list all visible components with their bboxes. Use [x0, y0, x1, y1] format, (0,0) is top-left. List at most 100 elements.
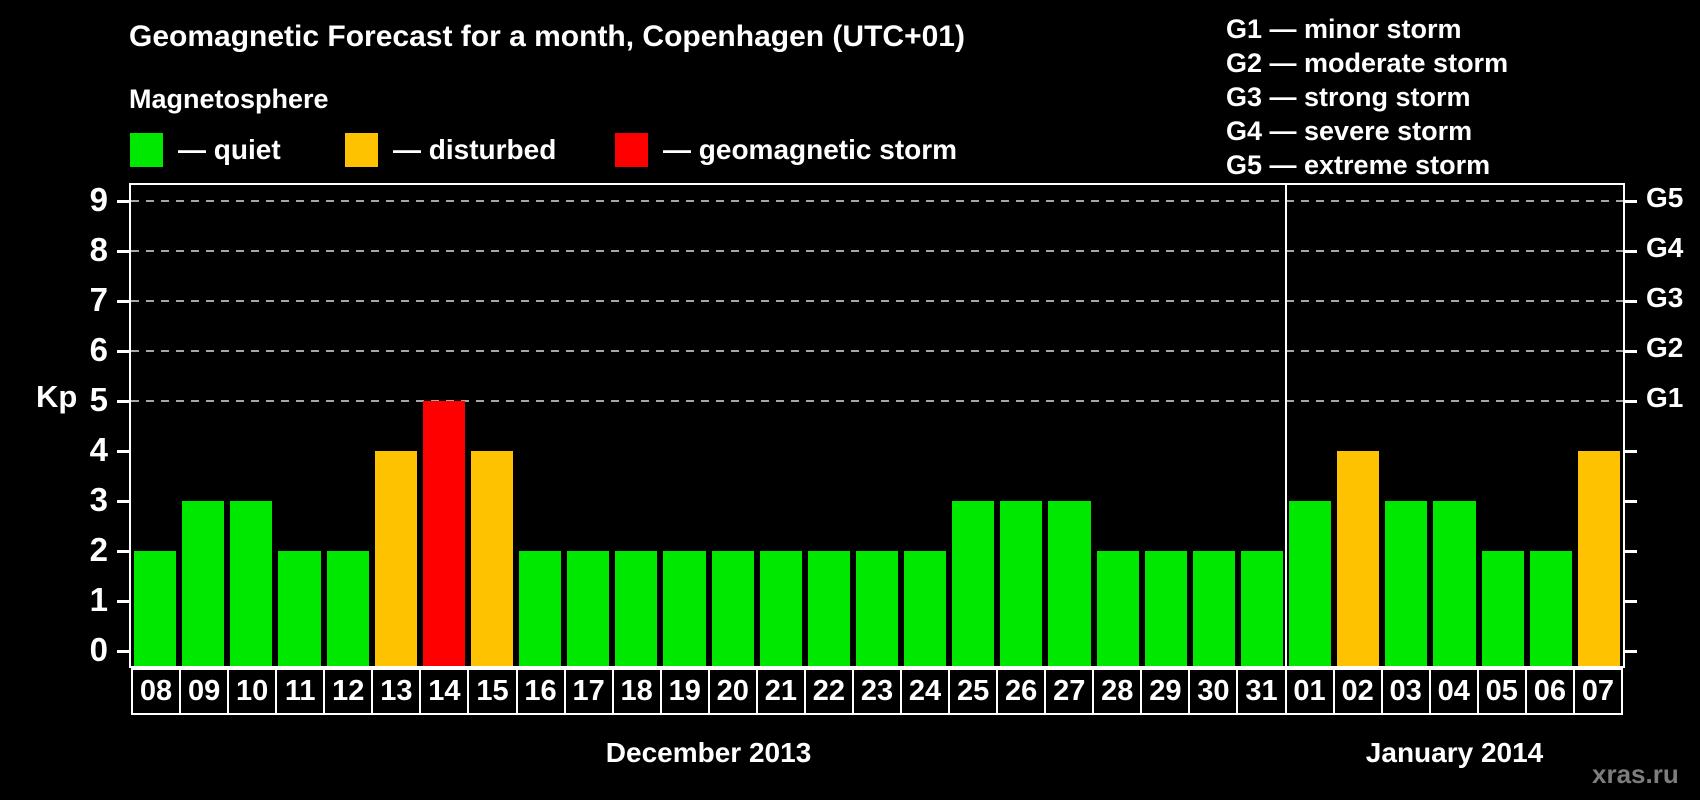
y-axis-tick-label: 4 [89, 431, 108, 468]
right-tick-kp4 [1625, 450, 1637, 453]
bar-day-01 [1289, 501, 1332, 666]
right-tick-kp7 [1625, 300, 1637, 303]
day-label-12: 12 [323, 668, 374, 715]
day-label-20: 20 [707, 668, 758, 715]
bar-day-02 [1337, 451, 1380, 666]
day-label-17: 17 [563, 668, 614, 715]
bar-slot [1286, 185, 1334, 666]
bar-slot [949, 185, 997, 666]
bar-day-20 [711, 551, 754, 666]
day-label-13: 13 [371, 668, 422, 715]
bar-slot [1238, 185, 1286, 666]
right-tick-kp8 [1625, 250, 1637, 253]
day-label-05: 05 [1476, 668, 1527, 715]
y-axis-tick-label: 7 [89, 281, 108, 318]
bars-container [131, 185, 1623, 666]
day-label-02: 02 [1332, 668, 1383, 715]
plot-area [129, 183, 1625, 668]
day-label-03: 03 [1380, 668, 1431, 715]
left-tick-kp0 [117, 650, 129, 653]
chart-title: Geomagnetic Forecast for a month, Copenh… [129, 20, 965, 53]
legend-item-disturbed: — disturbed [345, 133, 556, 167]
y-axis-title: Kp [36, 379, 78, 414]
month-label-january: January 2014 [1365, 737, 1544, 768]
right-tick-kp9 [1625, 200, 1637, 203]
day-label-18: 18 [611, 668, 662, 715]
g-scale-legend-line: G5 — extreme storm [1226, 150, 1491, 180]
gridline-kp5 [131, 400, 1623, 402]
day-label-19: 19 [659, 668, 710, 715]
bar-slot [564, 185, 612, 666]
right-axis-label-g2: G2 [1646, 332, 1684, 363]
bar-slot [1527, 185, 1575, 666]
bar-day-18 [615, 551, 658, 666]
y-axis-tick-label: 6 [89, 331, 108, 368]
day-label-25: 25 [948, 668, 999, 715]
left-tick-kp3 [117, 500, 129, 503]
bar-slot [179, 185, 227, 666]
g-scale-legend-line: G4 — severe storm [1226, 116, 1473, 146]
day-label-31: 31 [1236, 668, 1287, 715]
g-scale-legend: G1 — minor storm G2 — moderate storm G3 — … [1226, 12, 1508, 182]
day-label-10: 10 [227, 668, 278, 715]
y-axis-tick-label: 0 [89, 631, 108, 668]
day-label-06: 06 [1524, 668, 1575, 715]
bar-day-22 [807, 551, 850, 666]
bar-slot [1190, 185, 1238, 666]
g-scale-legend-line: G1 — minor storm [1226, 14, 1462, 44]
right-axis-label-g1: G1 [1646, 382, 1684, 413]
y-axis-tick-label: 3 [89, 481, 108, 518]
bar-day-30 [1192, 551, 1235, 666]
legend-item-quiet: — quiet [130, 133, 281, 167]
bar-slot [1142, 185, 1190, 666]
magnetosphere-label: Magnetosphere [129, 84, 329, 114]
g-scale-legend-line: G2 — moderate storm [1226, 48, 1509, 78]
bar-day-13 [374, 451, 417, 666]
bar-slot [1094, 185, 1142, 666]
legend-label-storm: — geomagnetic storm [663, 134, 958, 165]
bar-slot [709, 185, 757, 666]
left-tick-kp9 [117, 200, 129, 203]
left-tick-kp4 [117, 450, 129, 453]
bar-day-26 [1000, 501, 1043, 666]
legend-label-disturbed: — disturbed [393, 134, 557, 165]
bar-day-21 [759, 551, 802, 666]
left-tick-kp2 [117, 550, 129, 553]
g-scale-legend-line: G3 — strong storm [1226, 82, 1471, 112]
left-tick-kp6 [117, 350, 129, 353]
bar-slot [1479, 185, 1527, 666]
bar-day-05 [1481, 551, 1524, 666]
bar-day-23 [855, 551, 898, 666]
watermark: xras.ru [1592, 759, 1679, 789]
day-label-22: 22 [803, 668, 854, 715]
bar-slot [612, 185, 660, 666]
right-tick-kp2 [1625, 550, 1637, 553]
y-axis-tick-label: 5 [89, 381, 108, 418]
day-label-08: 08 [131, 668, 182, 715]
bar-day-15 [470, 451, 513, 666]
day-label-07: 07 [1572, 668, 1623, 715]
bar-slot [757, 185, 805, 666]
legend-label-quiet: — quiet [178, 134, 281, 165]
bar-slot [1430, 185, 1478, 666]
day-label-26: 26 [996, 668, 1047, 715]
day-label-21: 21 [755, 668, 806, 715]
left-tick-kp8 [117, 250, 129, 253]
day-label-29: 29 [1140, 668, 1191, 715]
day-label-30: 30 [1188, 668, 1239, 715]
day-label-24: 24 [900, 668, 951, 715]
bar-slot [805, 185, 853, 666]
right-axis-label-g5: G5 [1646, 182, 1684, 213]
bar-day-27 [1048, 501, 1091, 666]
bar-slot [227, 185, 275, 666]
bar-day-17 [567, 551, 610, 666]
bar-day-04 [1433, 501, 1476, 666]
y-axis-tick-label: 9 [89, 181, 108, 218]
bar-slot [1575, 185, 1623, 666]
bar-day-14 [422, 401, 465, 666]
bar-day-16 [519, 551, 562, 666]
right-tick-kp0 [1625, 650, 1637, 653]
bar-day-12 [326, 551, 369, 666]
y-axis-tick-label: 8 [89, 231, 108, 268]
day-label-16: 16 [515, 668, 566, 715]
